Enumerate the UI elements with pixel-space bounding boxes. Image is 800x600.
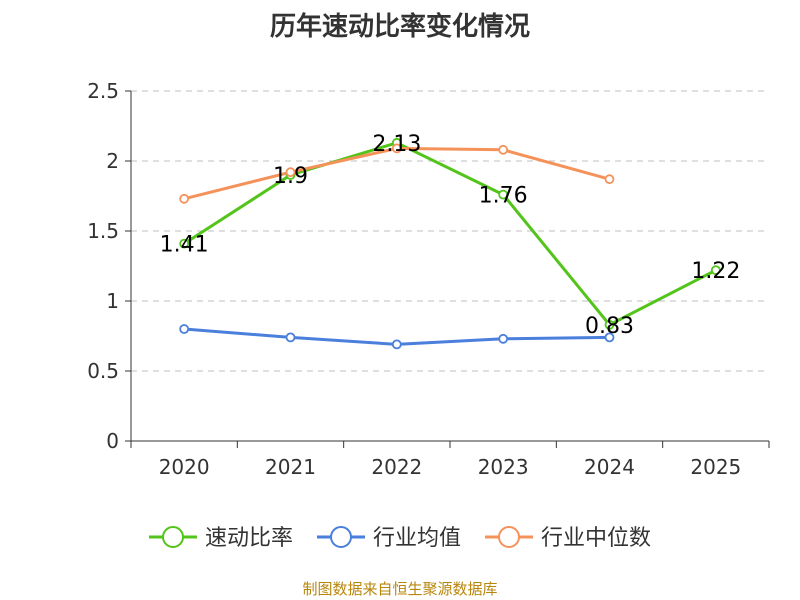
data-point[interactable] bbox=[179, 193, 190, 204]
y-tick-label: 2 bbox=[106, 149, 119, 173]
gridlines bbox=[131, 90, 769, 372]
data-point[interactable] bbox=[498, 333, 509, 344]
legend-label: 行业均值 bbox=[373, 526, 461, 551]
chart-title: 历年速动比率变化情况 bbox=[269, 12, 530, 42]
y-tick-label: 1.5 bbox=[87, 219, 119, 243]
data-point[interactable] bbox=[179, 238, 190, 249]
data-point[interactable] bbox=[710, 265, 721, 276]
data-point[interactable] bbox=[285, 167, 296, 178]
series-line-0 bbox=[183, 141, 717, 327]
data-label: 1.76 bbox=[479, 184, 528, 209]
legend-marker bbox=[330, 526, 352, 548]
data-label: 1.41 bbox=[160, 233, 209, 258]
x-tick-label: 2025 bbox=[690, 455, 741, 479]
legend-item-0[interactable]: 速动比率 bbox=[149, 526, 293, 551]
legend-item-1[interactable]: 行业均值 bbox=[317, 526, 461, 551]
data-label: 1.22 bbox=[691, 259, 740, 284]
data-label: 1.9 bbox=[273, 164, 308, 189]
legend-label: 行业中位数 bbox=[541, 526, 651, 551]
axes: 0 0.5 1 1.5 2 2.5 2020 2021 2022 2023 2024 2025 bbox=[87, 79, 770, 479]
legend-marker bbox=[498, 526, 520, 548]
legend-item-2[interactable]: 行业中位数 bbox=[485, 526, 651, 551]
x-tick-label: 2021 bbox=[265, 455, 316, 479]
data-point[interactable] bbox=[604, 319, 615, 330]
data-point[interactable] bbox=[604, 174, 615, 185]
x-tick-label: 2022 bbox=[371, 455, 422, 479]
data-point[interactable] bbox=[498, 144, 509, 155]
x-tick-label: 2020 bbox=[159, 455, 210, 479]
y-tick-label: 0 bbox=[106, 429, 119, 453]
data-point[interactable] bbox=[179, 324, 190, 334]
data-point[interactable] bbox=[604, 332, 615, 343]
data-source-note: 制图数据来自恒生聚源数据库 bbox=[302, 580, 498, 598]
series bbox=[179, 137, 721, 350]
data-point[interactable] bbox=[498, 189, 509, 200]
y-tick-label: 1 bbox=[106, 289, 119, 313]
data-labels: 1.41 1.9 2.13 1.76 0.83 1.22 bbox=[160, 132, 741, 339]
data-point[interactable] bbox=[391, 143, 402, 154]
x-tick-label: 2023 bbox=[478, 455, 529, 479]
legend: 速动比率 行业均值 行业中位数 bbox=[149, 526, 651, 551]
y-tick-label: 2.5 bbox=[87, 79, 119, 103]
data-label: 2.13 bbox=[372, 132, 421, 157]
y-tick-label: 0.5 bbox=[87, 359, 119, 383]
data-label: 0.83 bbox=[585, 314, 634, 339]
x-tick-label: 2024 bbox=[584, 455, 635, 479]
legend-marker bbox=[162, 526, 184, 548]
data-point[interactable] bbox=[285, 332, 296, 343]
legend-label: 速动比率 bbox=[205, 526, 293, 551]
data-point[interactable] bbox=[391, 339, 402, 350]
